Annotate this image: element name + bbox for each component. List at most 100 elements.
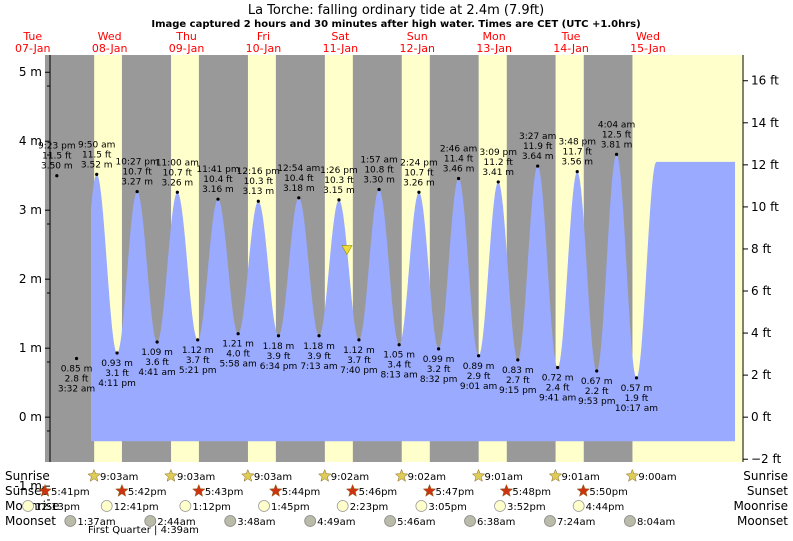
low-tide-time: 4:41 am — [138, 368, 175, 378]
high-tide-point — [337, 198, 341, 202]
moonset-icon — [384, 515, 397, 527]
moonrise-icon — [494, 500, 506, 512]
low-tide-feet: 2.7 ft — [506, 376, 530, 386]
moonset-time: 4:49am — [317, 517, 355, 528]
day-date: 12-Jan — [399, 42, 435, 55]
low-tide-point — [276, 334, 281, 338]
day-name: Sun — [407, 30, 428, 43]
sunset-icon — [422, 483, 437, 497]
sunrise-time: 9:03am — [100, 472, 138, 483]
moonset-time: 2:44am — [157, 517, 195, 528]
low-tide-point — [357, 338, 361, 342]
sunrise-icon — [394, 468, 409, 482]
high-tide-point — [496, 180, 500, 184]
low-tide-point — [317, 334, 321, 338]
sunset-label-right: Sunset — [747, 484, 788, 498]
high-tide-point — [256, 199, 260, 203]
low-tide-time: 4:11 pm — [98, 379, 136, 389]
low-tide-point — [155, 340, 159, 344]
current-level-triangle — [341, 245, 353, 256]
sunrise-time: 9:03am — [177, 472, 215, 483]
low-tide-feet: 2.9 ft — [467, 372, 491, 382]
day-labels: Tue07-JanWed08-JanThu09-JanFri10-JanSat1… — [15, 30, 666, 55]
sunset-time: 5:43pm — [205, 487, 244, 498]
high-tide-time: 3:48 pm — [558, 138, 596, 148]
tide-area — [91, 154, 735, 442]
sunset-time: 5:47pm — [436, 487, 475, 498]
low-tide-metres: 1.21 m — [222, 340, 254, 350]
day-date: 11-Jan — [323, 42, 359, 55]
moonset-icon — [224, 515, 237, 527]
low-tide-time: 9:41 am — [539, 393, 576, 403]
high-tide-point — [175, 190, 179, 194]
moonset-time: 3:48am — [237, 517, 275, 528]
day-name: Mon — [483, 30, 506, 43]
low-tide-point — [516, 358, 520, 362]
high-tide-feet: 10.7 ft — [404, 168, 434, 178]
low-tide-point — [397, 343, 401, 347]
high-tide-point — [614, 152, 619, 156]
day-name: Wed — [98, 30, 122, 43]
left-tick-label: 2 m — [19, 272, 42, 286]
right-tick-label: 4 ft — [751, 326, 771, 340]
moonset-icon — [624, 515, 636, 527]
high-tide-time: 9:50 am — [78, 140, 115, 150]
moonrise-icon — [100, 500, 113, 512]
day-date: 13-Jan — [476, 42, 512, 55]
day-name: Sat — [331, 30, 350, 43]
high-tide-time: 3:27 am — [519, 132, 556, 142]
sunset-icon — [268, 483, 283, 497]
high-tide-point — [95, 172, 99, 176]
moonrise-time: 1:12pm — [192, 502, 231, 513]
sunset-time: 5:42pm — [128, 487, 167, 498]
low-tide-time: 5:21 pm — [179, 366, 217, 376]
moonrise-time: 2:23pm — [350, 502, 389, 513]
low-tide-point — [115, 351, 119, 355]
high-tide-metres: 3.26 m — [162, 178, 194, 188]
high-tide-metres: 3.41 m — [482, 168, 514, 178]
low-tide-metres: 0.83 m — [502, 366, 534, 376]
high-tide-feet: 12.5 ft — [602, 130, 632, 140]
sunset-icon — [115, 483, 129, 497]
high-tide-metres: 3.18 m — [283, 184, 315, 194]
sunrise-icon — [317, 468, 332, 482]
moonset-icon — [64, 515, 77, 527]
low-tide-metres: 0.99 m — [423, 355, 455, 365]
day-name: Wed — [636, 30, 660, 43]
high-tide-feet: 10.8 ft — [364, 166, 394, 176]
sunrise-time: 9:02am — [408, 472, 446, 483]
moonrise-icon — [336, 500, 349, 512]
low-tide-metres: 0.89 m — [463, 362, 495, 372]
high-tide-feet: 11.2 ft — [484, 158, 514, 168]
low-tide-point — [634, 376, 639, 380]
high-tide-point — [575, 169, 579, 174]
left-tick-label: 1 m — [19, 341, 42, 355]
high-tide-point — [417, 190, 421, 194]
high-tide-feet: 11.5 ft — [82, 150, 112, 160]
high-tide-metres: 3.30 m — [363, 176, 395, 186]
sunset-icon — [345, 483, 360, 497]
high-tide-metres: 3.64 m — [522, 152, 554, 162]
low-tide-metres: 0.72 m — [542, 373, 574, 383]
low-tide-metres: 1.12 m — [343, 346, 375, 356]
low-tide-feet: 3.4 ft — [387, 361, 411, 371]
low-tide-metres: 1.12 m — [182, 346, 214, 356]
low-tide-time: 8:32 pm — [420, 375, 458, 385]
day-name: Thu — [175, 30, 197, 43]
right-tick-label: 16 ft — [751, 74, 779, 88]
low-tide-point — [74, 356, 79, 361]
low-tide-point — [236, 332, 240, 336]
day-date: 10-Jan — [246, 42, 282, 55]
moonrise-label-right: Moonrise — [733, 499, 788, 513]
sunset-icon — [191, 483, 206, 497]
high-tide-feet: 10.7 ft — [122, 168, 152, 178]
sunset-time: 5:48pm — [512, 487, 551, 498]
night-band — [44, 55, 95, 462]
right-tick-label: 6 ft — [751, 284, 771, 298]
moonset-icon — [144, 515, 157, 527]
moonrise-icon — [179, 500, 192, 512]
low-tide-time: 5:58 am — [219, 360, 256, 370]
moonrise-time: 3:05pm — [428, 502, 467, 513]
sunrise-icon — [471, 468, 486, 482]
right-tick-label: 12 ft — [751, 158, 779, 172]
